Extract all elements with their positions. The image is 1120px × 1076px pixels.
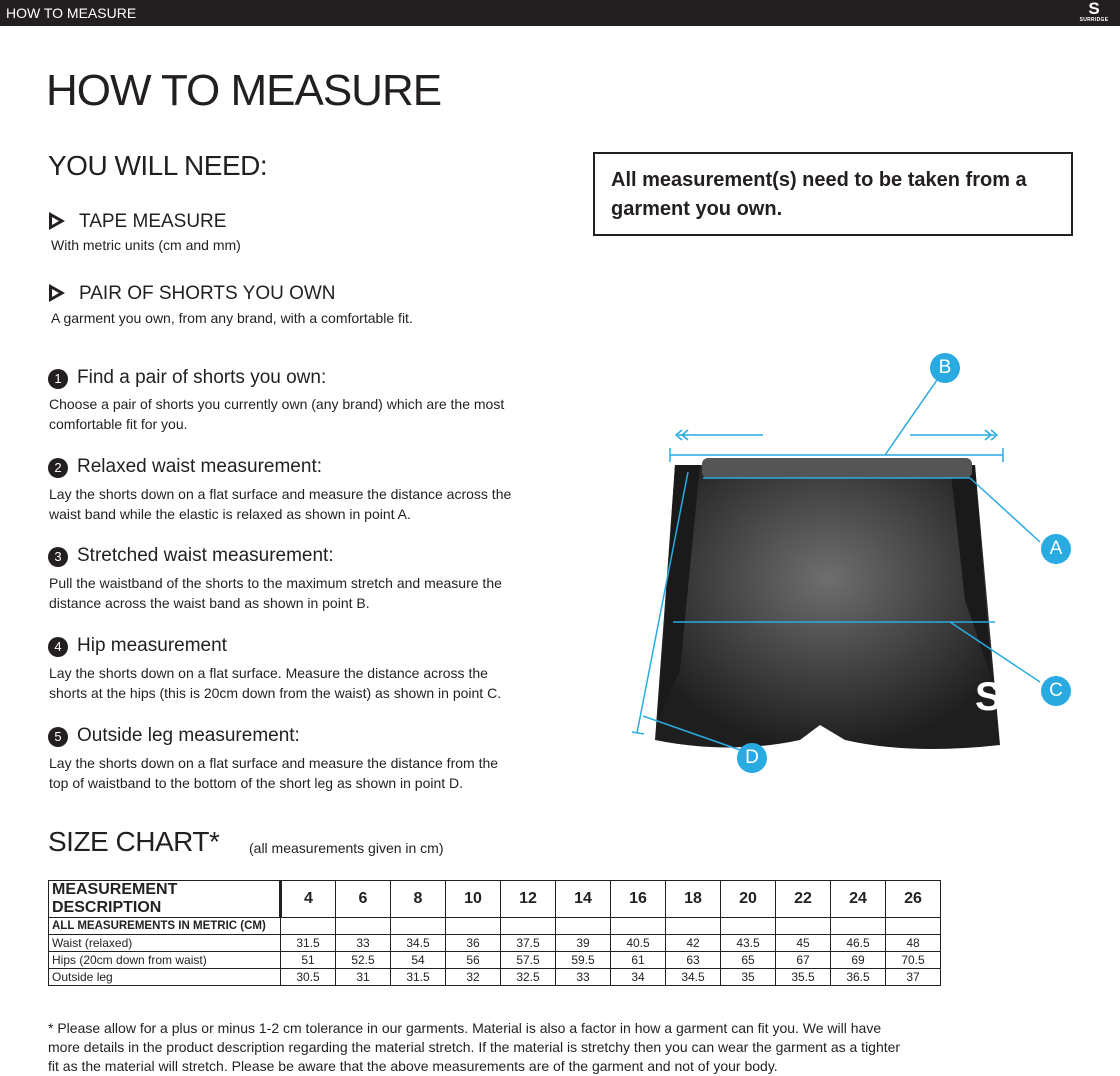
table-cell: 42 xyxy=(665,934,721,952)
table-subheader-row: ALL MEASUREMENTS IN METRIC (CM) xyxy=(48,917,941,935)
table-cell: 48 xyxy=(885,934,941,952)
you-will-need-heading: YOU WILL NEED: xyxy=(48,150,268,181)
table-cell: 52.5 xyxy=(335,951,391,969)
size-cell: 4 xyxy=(280,880,336,918)
size-cell: 26 xyxy=(885,880,941,918)
size-cell: 8 xyxy=(390,880,446,918)
step-title: Outside leg measurement: xyxy=(77,725,300,746)
shorts-image xyxy=(655,465,1000,749)
table-cell: 36.5 xyxy=(830,968,886,986)
play-arrow-icon xyxy=(49,212,65,230)
row-label: Waist (relaxed) xyxy=(48,934,281,952)
table-cell: 34 xyxy=(610,968,666,986)
table-cell: 57.5 xyxy=(500,951,556,969)
point-c-label: C xyxy=(1041,676,1071,706)
size-cell: 6 xyxy=(335,880,391,918)
top-bar-title: HOW TO MEASURE xyxy=(6,5,137,21)
table-cell: 40.5 xyxy=(610,934,666,952)
size-cell: 12 xyxy=(500,880,556,918)
step-desc: Pull the waistband of the shorts to the … xyxy=(49,575,502,611)
table-row: Waist (relaxed) 31.5 33 34.5 36 37.5 39 40.5 42 4… xyxy=(48,934,941,952)
page-title: HOW TO MEASURE xyxy=(46,66,442,115)
table-cell: 61 xyxy=(610,951,666,969)
surridge-logo: S SURRIDGE xyxy=(1079,0,1109,23)
step-number: 5 xyxy=(48,727,68,747)
table-cell: 35.5 xyxy=(775,968,831,986)
step-title: Hip measurement xyxy=(77,635,227,656)
table-cell: 63 xyxy=(665,951,721,969)
row-label: Outside leg xyxy=(48,968,281,986)
table-cell: 35 xyxy=(720,968,776,986)
table-cell: 46.5 xyxy=(830,934,886,952)
need-item-title: TAPE MEASURE xyxy=(79,211,227,232)
step-number: 2 xyxy=(48,458,68,478)
table-cell: 43.5 xyxy=(720,934,776,952)
table-cell: 65 xyxy=(720,951,776,969)
step-number: 1 xyxy=(48,369,68,389)
table-row: Outside leg 30.5 31 31.5 32 32.5 33 34 34.5 35 35.… xyxy=(48,968,941,986)
point-d-label: D xyxy=(737,743,767,773)
need-item-desc: With metric units (cm and mm) xyxy=(51,237,241,253)
shorts-logo: S xyxy=(975,675,1002,719)
subheader-cell: ALL MEASUREMENTS IN METRIC (CM) xyxy=(48,917,281,935)
top-bar: HOW TO MEASURE S SURRIDGE xyxy=(0,0,1120,26)
size-cell: 16 xyxy=(610,880,666,918)
table-cell: 31.5 xyxy=(390,968,446,986)
table-cell: 34.5 xyxy=(390,934,446,952)
size-chart-heading: SIZE CHART* xyxy=(48,826,220,857)
table-cell: 37.5 xyxy=(500,934,556,952)
size-chart-note: (all measurements given in cm) xyxy=(249,840,444,856)
size-cell: 24 xyxy=(830,880,886,918)
point-a-label: A xyxy=(1041,534,1071,564)
table-cell: 51 xyxy=(280,951,336,969)
step-number: 4 xyxy=(48,637,68,657)
step-number: 3 xyxy=(48,547,68,567)
size-cell: 20 xyxy=(720,880,776,918)
size-chart-table: MEASUREMENT DESCRIPTION 4 6 8 10 12 14 1… xyxy=(48,880,941,986)
table-cell: 67 xyxy=(775,951,831,969)
table-cell: 33 xyxy=(335,934,391,952)
table-cell: 36 xyxy=(445,934,501,952)
table-cell: 33 xyxy=(555,968,611,986)
table-cell: 31.5 xyxy=(280,934,336,952)
table-cell: 37 xyxy=(885,968,941,986)
table-row: Hips (20cm down from waist) 51 52.5 54 56 57.… xyxy=(48,951,941,969)
need-item-desc: A garment you own, from any brand, with … xyxy=(51,310,413,326)
need-item-title: PAIR OF SHORTS YOU OWN xyxy=(79,283,336,304)
header-cell: MEASUREMENT DESCRIPTION xyxy=(48,880,282,918)
notice-box: All measurement(s) need to be taken from… xyxy=(593,152,1073,236)
table-cell: 31 xyxy=(335,968,391,986)
shorts-diagram: S xyxy=(631,379,1041,751)
table-cell: 30.5 xyxy=(280,968,336,986)
table-cell: 54 xyxy=(390,951,446,969)
table-cell: 32.5 xyxy=(500,968,556,986)
step-desc: Lay the shorts down on a flat surface an… xyxy=(49,486,512,522)
point-b-label: B xyxy=(930,353,960,383)
size-cell: 22 xyxy=(775,880,831,918)
step-desc: Choose a pair of shorts you currently ow… xyxy=(49,396,505,432)
table-header-row: MEASUREMENT DESCRIPTION 4 6 8 10 12 14 1… xyxy=(48,880,941,918)
table-cell: 45 xyxy=(775,934,831,952)
row-label: Hips (20cm down from waist) xyxy=(48,951,281,969)
size-cell: 18 xyxy=(665,880,721,918)
table-cell: 59.5 xyxy=(555,951,611,969)
size-cell: 14 xyxy=(555,880,611,918)
table-cell: 70.5 xyxy=(885,951,941,969)
size-cell: 10 xyxy=(445,880,501,918)
step-title: Find a pair of shorts you own: xyxy=(77,367,327,388)
table-cell: 34.5 xyxy=(665,968,721,986)
table-cell: 69 xyxy=(830,951,886,969)
table-cell: 39 xyxy=(555,934,611,952)
play-arrow-icon xyxy=(49,284,65,302)
step-title: Stretched waist measurement: xyxy=(77,545,334,566)
table-cell: 32 xyxy=(445,968,501,986)
step-desc: Lay the shorts down on a flat surface. M… xyxy=(49,665,502,701)
step-desc: Lay the shorts down on a flat surface an… xyxy=(49,755,499,791)
table-cell: 56 xyxy=(445,951,501,969)
step-title: Relaxed waist measurement: xyxy=(77,456,322,477)
footnote: * Please allow for a plus or minus 1-2 c… xyxy=(48,1020,901,1074)
